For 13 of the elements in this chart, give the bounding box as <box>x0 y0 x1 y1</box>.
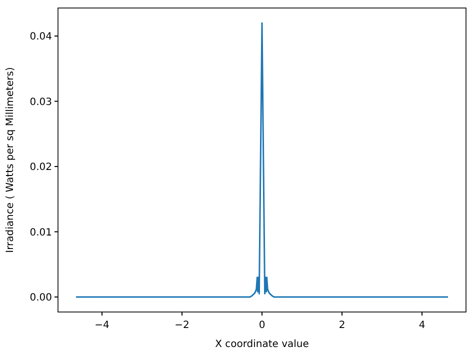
x-tick-label: 2 <box>338 320 346 331</box>
line-series <box>75 22 449 298</box>
y-tick-label: 0.00 <box>30 292 52 304</box>
y-tick-label: 0.02 <box>30 162 52 174</box>
x-tick-label: −2 <box>174 320 190 331</box>
y-axis-title: Irradiance ( Watts per sq Millimeters) <box>5 67 16 253</box>
y-tick-label: 0.01 <box>30 227 52 238</box>
y-tick-label: 0.03 <box>30 96 52 108</box>
x-axis-title: X coordinate value <box>215 339 309 350</box>
x-tick-label: 4 <box>418 320 426 331</box>
x-tick-label: −4 <box>94 320 110 331</box>
y-tick-label: 0.04 <box>30 32 52 43</box>
x-tick-label: 0 <box>258 320 266 331</box>
